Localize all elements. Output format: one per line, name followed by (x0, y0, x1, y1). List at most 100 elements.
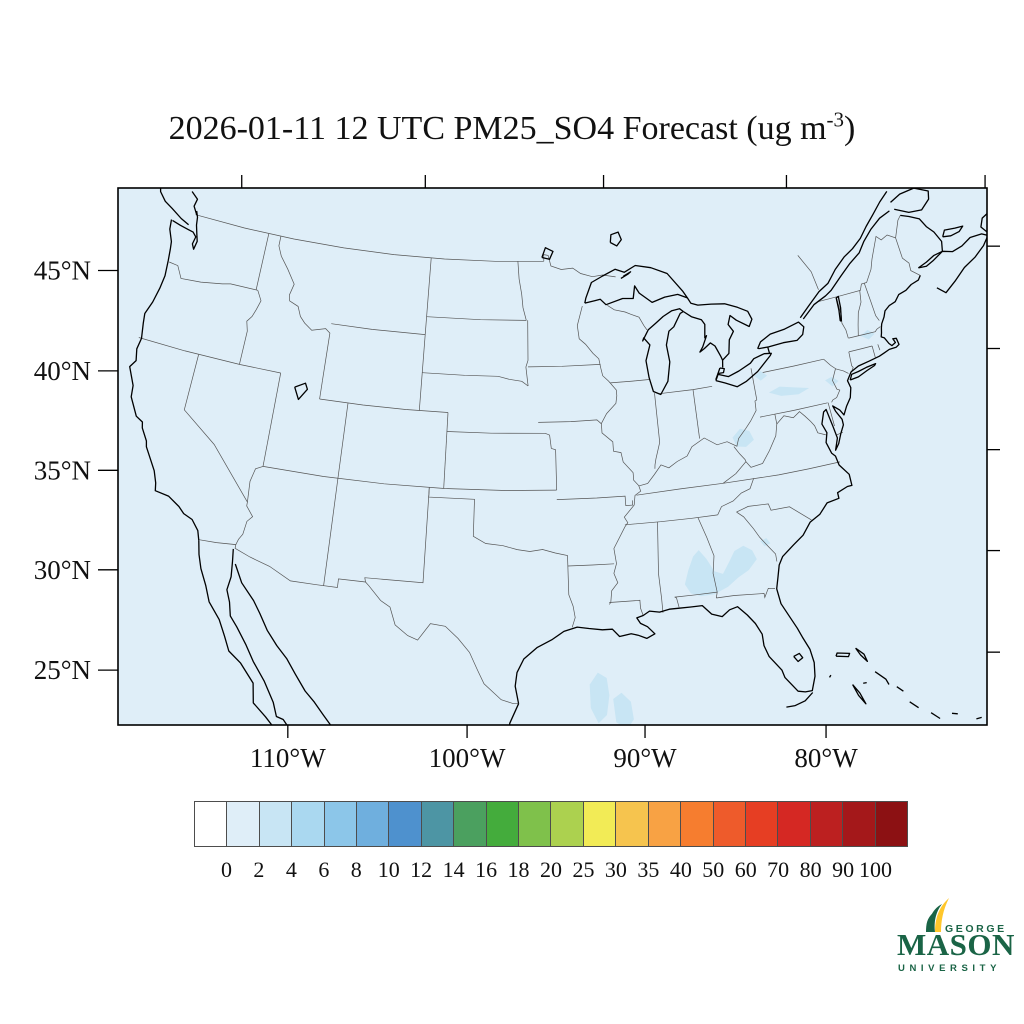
state-border (848, 351, 854, 372)
state-border (733, 446, 747, 462)
state-border (169, 261, 258, 291)
colorbar-cell-4 (324, 802, 358, 846)
colorbar-cell-0 (195, 802, 228, 846)
coastline (976, 716, 982, 720)
coastline (980, 212, 987, 233)
state-border (736, 503, 812, 521)
colorbar-tick-label: 12 (410, 857, 433, 882)
colorbar-cell-11 (551, 802, 584, 846)
coastline (715, 352, 772, 388)
coastline (835, 295, 843, 322)
colorbar: 0 2 4 6 8 10 12 14 16 18 20 25 30 35 40 50 60 70 80 90 100 (194, 801, 908, 882)
coastline (793, 652, 804, 663)
colorbar-tick-label: 20 (540, 857, 562, 882)
state-border (659, 385, 713, 395)
state-border (426, 316, 527, 321)
colorbar-cell-3 (292, 802, 325, 846)
state-border (827, 402, 835, 427)
state-border (759, 402, 828, 418)
figure-title-text: 2026-01-11 12 UTC PM25_SO4 Forecast (ug … (168, 110, 827, 147)
coastline (198, 540, 288, 725)
colorbar-swatches (194, 801, 908, 847)
coastline (159, 188, 190, 226)
coastline (855, 647, 869, 663)
coastline (786, 692, 814, 708)
lon-tick-label: 110°W (250, 743, 326, 773)
state-border (138, 337, 281, 374)
state-border (610, 379, 650, 384)
state-border (674, 591, 718, 598)
colorbar-cell-1 (227, 802, 260, 846)
gmu-logo-mason: MASON (897, 927, 1015, 962)
colorbar-tick-label: 6 (318, 857, 330, 882)
state-border (797, 255, 819, 290)
coastline (541, 247, 554, 260)
colorbar-tick-label: 35 (637, 857, 660, 882)
lon-tick-label: 80°W (794, 743, 858, 773)
state-border (527, 364, 601, 368)
colorbar-cell-9 (486, 802, 520, 846)
gmu-flame-icon (926, 898, 949, 932)
state-border (446, 431, 558, 491)
colorbar-cell-5 (357, 802, 390, 846)
state-border (835, 368, 849, 374)
coastline (682, 297, 753, 361)
coastline (896, 686, 904, 692)
colorbar-tick-label: 10 (377, 857, 400, 882)
colorbar-tick-label: 4 (285, 857, 297, 882)
state-border (823, 358, 841, 403)
lat-tick-label: 25°N (34, 655, 91, 685)
state-border (871, 345, 876, 358)
state-border (654, 393, 661, 469)
colorbar-cell-12 (583, 802, 617, 846)
concentration-patch (613, 692, 634, 725)
colorbar-cell-2 (259, 802, 293, 846)
colorbar-tick-label: 14 (442, 857, 465, 882)
gmu-logo-george: GEORGE (945, 923, 1007, 935)
state-border (198, 539, 519, 705)
coastline (715, 373, 719, 380)
coastline (514, 275, 921, 704)
figure-title: 2026-01-11 12 UTC PM25_SO4 Forecast (ug … (0, 107, 1024, 148)
state-border (895, 215, 901, 238)
coastline (852, 684, 867, 705)
colorbar-tick-label: 90 (832, 857, 855, 882)
state-border (836, 431, 844, 436)
state-border (195, 214, 544, 262)
state-border (736, 511, 778, 562)
coastline (799, 191, 888, 319)
state-border (556, 495, 634, 506)
colorbar-cell-21 (875, 802, 907, 846)
state-border (247, 466, 264, 503)
state-border (428, 487, 576, 628)
concentration-patch (589, 672, 610, 724)
state-border (723, 461, 841, 484)
coastline (609, 231, 622, 247)
state-border (638, 399, 757, 487)
coastline (129, 219, 200, 541)
lon-tick-label: 100°W (429, 743, 506, 773)
state-border (722, 423, 778, 484)
colorbar-tick-label: 30 (604, 857, 627, 882)
coastline (951, 712, 958, 715)
lat-tick-label: 35°N (34, 455, 91, 485)
state-border (609, 599, 644, 616)
figure-title-exponent: -3 (826, 107, 845, 132)
coastline (234, 563, 332, 725)
state-border (262, 466, 557, 491)
colorbar-cell-14 (648, 802, 682, 846)
coastline (849, 362, 877, 381)
colorbar-cell-16 (713, 802, 746, 846)
coastline (930, 712, 941, 720)
colorbar-cell-19 (810, 802, 844, 846)
colorbar-cell-10 (519, 802, 552, 846)
state-border (624, 514, 718, 526)
colorbar-cell-20 (843, 802, 876, 846)
colorbar-cell-7 (421, 802, 455, 846)
colorbar-cell-13 (616, 802, 649, 846)
colorbar-tick-label: 18 (507, 857, 530, 882)
coastline (767, 346, 771, 354)
concentration-patch (825, 376, 839, 387)
state-border (576, 306, 642, 605)
